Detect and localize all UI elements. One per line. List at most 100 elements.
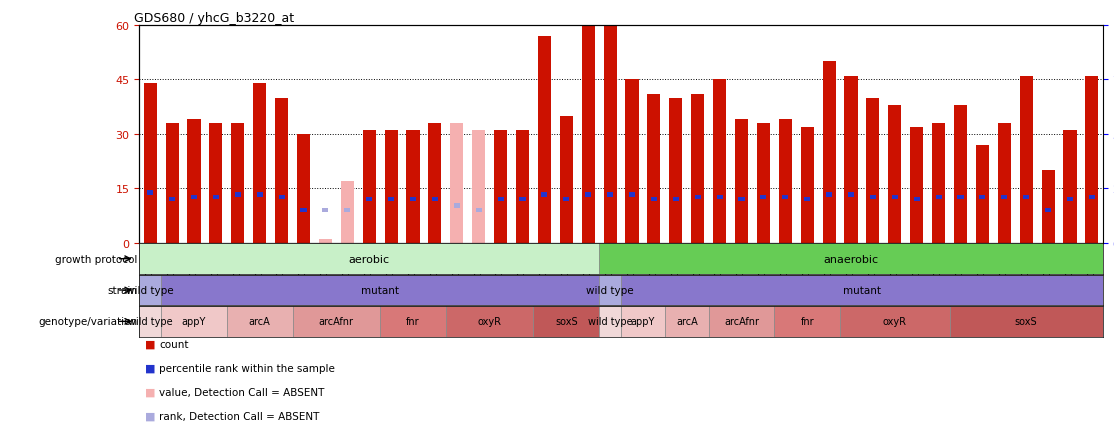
Bar [169,197,175,202]
Bar [213,195,219,200]
Bar [622,275,1103,306]
Bar [384,131,398,243]
Bar [1019,77,1033,243]
Bar [774,306,840,337]
Bar [319,240,332,243]
Bar [979,195,986,200]
Bar [144,84,157,243]
Bar [1045,208,1052,213]
Bar [450,124,463,243]
Bar [139,275,162,306]
Bar [564,197,569,202]
Bar [278,195,285,200]
Bar [599,306,622,337]
Bar [1067,197,1073,202]
Bar [519,197,526,202]
Text: mutant: mutant [843,286,881,295]
Text: arcAfnr: arcAfnr [724,317,759,326]
Bar [363,131,375,243]
Bar [498,197,504,202]
Bar [651,197,657,202]
Bar [1085,77,1098,243]
Bar [235,193,241,197]
Text: arcA: arcA [248,317,271,326]
Bar [1023,195,1029,200]
Bar [713,80,726,243]
Text: GDS680 / yhcG_b3220_at: GDS680 / yhcG_b3220_at [135,12,294,25]
Text: percentile rank within the sample: percentile rank within the sample [159,363,335,373]
Bar [256,193,263,197]
Bar [673,197,678,202]
Bar [998,124,1010,243]
Bar [976,145,989,243]
Text: growth protocol: growth protocol [55,254,137,264]
Text: ■: ■ [145,363,155,373]
Bar [139,306,162,337]
Bar [541,193,547,197]
Bar [538,37,551,243]
Text: count: count [159,339,188,349]
Text: soxS: soxS [1015,317,1037,326]
Bar [822,62,836,243]
Bar [625,80,638,243]
Text: wild type: wild type [586,286,634,295]
Bar [297,135,310,243]
Text: ■: ■ [145,411,155,421]
Bar [293,306,380,337]
Bar [322,208,329,213]
Text: wild type: wild type [588,317,633,326]
Bar [446,306,534,337]
Bar [599,275,622,306]
Text: ■: ■ [145,387,155,397]
Bar [344,208,351,213]
Bar [804,197,810,202]
Bar [756,124,770,243]
Bar [1001,195,1007,200]
Bar [936,195,941,200]
Bar [761,195,766,200]
Text: genotype/variation: genotype/variation [38,317,137,326]
Bar [913,197,920,202]
Bar [782,195,789,200]
Text: strain: strain [107,286,137,295]
Bar [891,195,898,200]
Text: soxS: soxS [555,317,578,326]
Bar [870,195,876,200]
Bar [801,127,813,243]
Bar [957,195,964,200]
Text: wild type: wild type [126,286,174,295]
Bar [162,306,227,337]
Text: fnr: fnr [800,317,814,326]
Bar [388,197,394,202]
Bar [691,95,704,243]
Text: ■: ■ [145,339,155,349]
Bar [232,124,244,243]
Bar [227,306,293,337]
Bar [187,120,201,243]
Bar [647,95,661,243]
Bar [190,195,197,200]
Bar [604,26,617,243]
Bar [253,84,266,243]
Bar [867,99,879,243]
Bar [827,193,832,197]
Bar [410,197,416,202]
Bar [716,195,723,200]
Bar [380,306,446,337]
Bar [476,208,481,213]
Bar [665,306,709,337]
Bar [670,99,683,243]
Bar [607,193,613,197]
Bar [709,306,774,337]
Bar [341,181,354,243]
Bar [494,131,507,243]
Bar [888,105,901,243]
Bar [695,195,701,200]
Bar [534,306,599,337]
Text: aerobic: aerobic [349,254,390,264]
Text: fnr: fnr [407,317,420,326]
Bar [779,120,792,243]
Bar [367,197,372,202]
Bar [1088,195,1095,200]
Bar [1064,131,1076,243]
